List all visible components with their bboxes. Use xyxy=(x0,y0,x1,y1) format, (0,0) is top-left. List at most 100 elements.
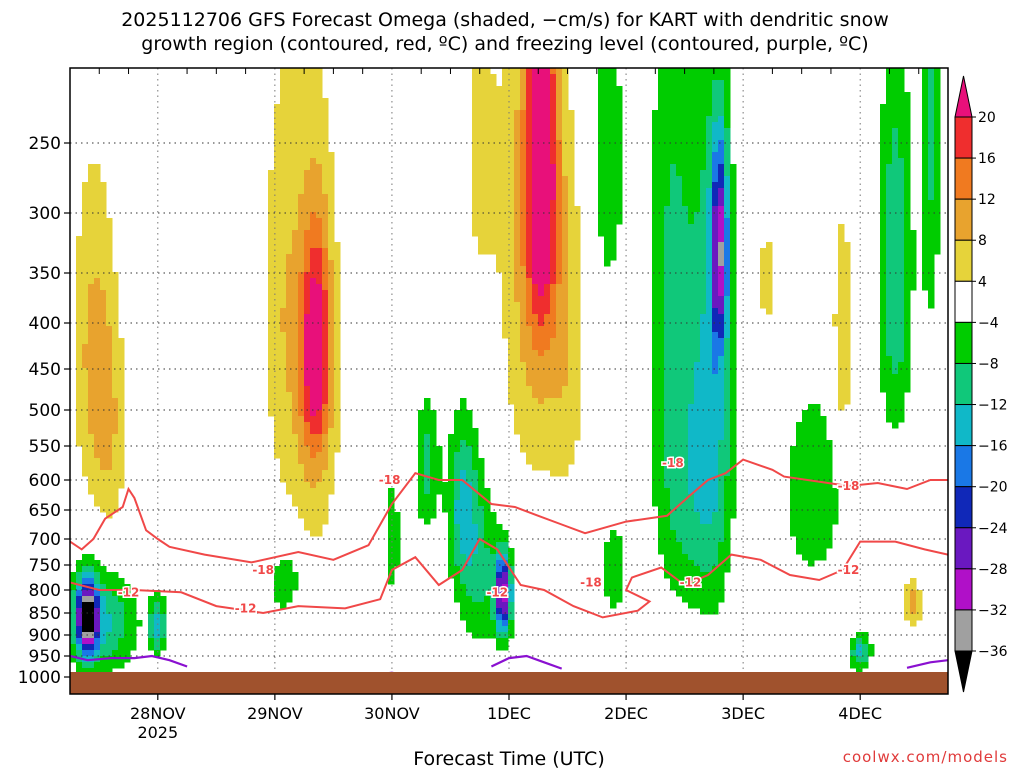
omega-cell xyxy=(490,248,497,255)
omega-cell xyxy=(496,242,503,249)
omega-cell xyxy=(526,224,533,231)
omega-cell xyxy=(304,134,311,141)
omega-cell xyxy=(652,230,659,237)
omega-cell xyxy=(604,254,611,261)
omega-cell xyxy=(286,146,293,153)
omega-cell xyxy=(934,218,941,225)
omega-cell xyxy=(892,266,899,273)
omega-cell xyxy=(304,524,311,531)
omega-cell xyxy=(88,386,95,393)
omega-cell xyxy=(556,218,563,225)
omega-cell xyxy=(502,200,509,207)
omega-cell xyxy=(556,146,563,153)
omega-cell xyxy=(514,254,521,261)
omega-cell xyxy=(670,386,677,393)
omega-cell xyxy=(574,410,581,417)
omega-cell xyxy=(274,356,281,363)
omega-cell xyxy=(682,170,689,177)
omega-cell xyxy=(520,398,527,405)
omega-cell xyxy=(652,218,659,225)
omega-cell xyxy=(760,272,767,279)
omega-cell xyxy=(928,224,935,231)
omega-cell xyxy=(556,320,563,327)
omega-cell xyxy=(532,416,539,423)
omega-cell xyxy=(694,164,701,171)
omega-cell xyxy=(898,386,905,393)
omega-cell xyxy=(508,272,515,279)
omega-cell xyxy=(556,80,563,87)
omega-cell xyxy=(334,422,341,429)
omega-cell xyxy=(550,452,557,459)
omega-cell xyxy=(94,638,101,645)
omega-cell xyxy=(928,116,935,123)
omega-cell xyxy=(532,278,539,285)
omega-cell xyxy=(448,530,455,537)
omega-cell xyxy=(664,386,671,393)
omega-cell xyxy=(676,176,683,183)
omega-cell xyxy=(394,518,401,525)
omega-cell xyxy=(700,122,707,129)
omega-cell xyxy=(514,296,521,303)
omega-cell xyxy=(838,236,845,243)
omega-cell xyxy=(928,140,935,147)
omega-cell xyxy=(670,548,677,555)
omega-cell xyxy=(310,362,317,369)
omega-cell xyxy=(670,266,677,273)
omega-cell xyxy=(706,152,713,159)
omega-cell xyxy=(688,500,695,507)
omega-cell xyxy=(484,164,491,171)
omega-cell xyxy=(280,116,287,123)
omega-cell xyxy=(562,218,569,225)
omega-cell xyxy=(664,392,671,399)
omega-cell xyxy=(700,152,707,159)
omega-cell xyxy=(100,350,107,357)
omega-cell xyxy=(898,110,905,117)
omega-cell xyxy=(124,584,131,591)
omega-cell xyxy=(304,464,311,471)
omega-cell xyxy=(100,638,107,645)
omega-cell xyxy=(298,368,305,375)
omega-cell xyxy=(106,602,113,609)
omega-cell xyxy=(718,86,725,93)
omega-cell xyxy=(658,464,665,471)
omega-cell xyxy=(730,254,737,261)
omega-cell xyxy=(514,350,521,357)
omega-cell xyxy=(616,596,623,603)
credit-link[interactable]: coolwx.com/models xyxy=(843,748,1008,766)
omega-cell xyxy=(496,92,503,99)
omega-cell xyxy=(118,578,125,585)
omega-cell xyxy=(112,656,119,663)
omega-cell xyxy=(472,182,479,189)
omega-cell xyxy=(478,494,485,501)
omega-cell xyxy=(520,410,527,417)
omega-cell xyxy=(706,326,713,333)
omega-cell xyxy=(286,278,293,285)
omega-cell xyxy=(490,194,497,201)
omega-cell xyxy=(328,452,335,459)
omega-cell xyxy=(694,362,701,369)
omega-cell xyxy=(472,122,479,129)
omega-cell xyxy=(100,326,107,333)
omega-cell xyxy=(274,296,281,303)
omega-cell xyxy=(280,362,287,369)
omega-cell xyxy=(544,242,551,249)
omega-cell xyxy=(658,68,665,75)
omega-cell xyxy=(538,320,545,327)
omega-cell xyxy=(304,104,311,111)
omega-cell xyxy=(712,242,719,249)
omega-cell xyxy=(292,116,299,123)
omega-cell xyxy=(724,344,731,351)
omega-cell xyxy=(550,242,557,249)
omega-cell xyxy=(520,428,527,435)
omega-cell xyxy=(658,110,665,117)
omega-cell xyxy=(514,230,521,237)
omega-cell xyxy=(610,86,617,93)
omega-cell xyxy=(124,596,131,603)
omega-cell xyxy=(928,110,935,117)
omega-cell xyxy=(310,452,317,459)
omega-cell xyxy=(718,158,725,165)
omega-cell xyxy=(508,314,515,321)
omega-cell xyxy=(730,356,737,363)
omega-cell xyxy=(664,374,671,381)
omega-cell xyxy=(292,266,299,273)
